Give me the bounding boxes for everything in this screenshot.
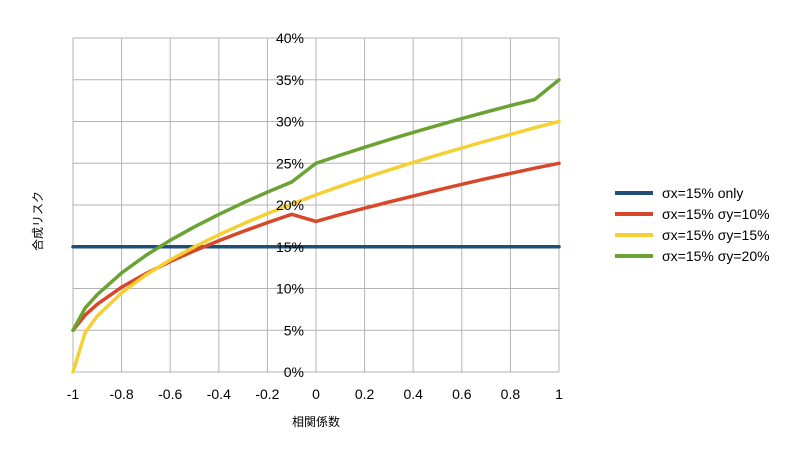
x-tick-label: 0.2 [355,386,375,402]
y-tick-labels: 0% 5% 10% 15% 20% 25% 30% 35% 40% [276,30,304,380]
grid [72,37,560,373]
x-tick-label: -0.2 [255,386,279,402]
y-tick-label: 15% [276,239,304,255]
series-line-3 [71,119,561,374]
series-group [71,78,561,374]
x-tick-label: -1 [67,386,80,402]
x-tick-label: 0.4 [403,386,423,402]
y-tick-label: 10% [276,281,304,297]
x-tick-label: 0 [312,386,320,402]
x-tick-label: -0.4 [207,386,231,402]
x-axis-title: 相関係数 [292,414,340,429]
legend-label: σx=15% σy=20% [662,248,770,264]
x-tick-labels: -1 -0.8 -0.6 -0.4 -0.2 0 0.2 0.4 0.6 0.8 1 [67,386,563,402]
y-axis-title: 合成リスク [30,191,45,251]
series-line-2 [71,161,561,333]
y-tick-label: 0% [284,364,304,380]
y-tick-label: 30% [276,114,304,130]
x-tick-label: 1 [555,386,563,402]
y-tick-label: 40% [276,30,304,46]
x-tick-label: 0.8 [501,386,521,402]
legend-label: σx=15% only [662,185,743,201]
legend-label: σx=15% σy=10% [662,206,770,222]
legend-label: σx=15% σy=15% [662,227,770,243]
x-tick-label: -0.8 [110,386,134,402]
x-tick-label: -0.6 [158,386,182,402]
y-tick-label: 20% [276,197,304,213]
series-line-4 [71,78,561,333]
x-tick-label: 0.6 [452,386,472,402]
legend: σx=15% only σx=15% σy=10% σx=15% σy=15% σx=… [615,185,770,264]
y-tick-label: 25% [276,155,304,171]
y-tick-label: 5% [284,322,304,338]
y-tick-label: 35% [276,72,304,88]
